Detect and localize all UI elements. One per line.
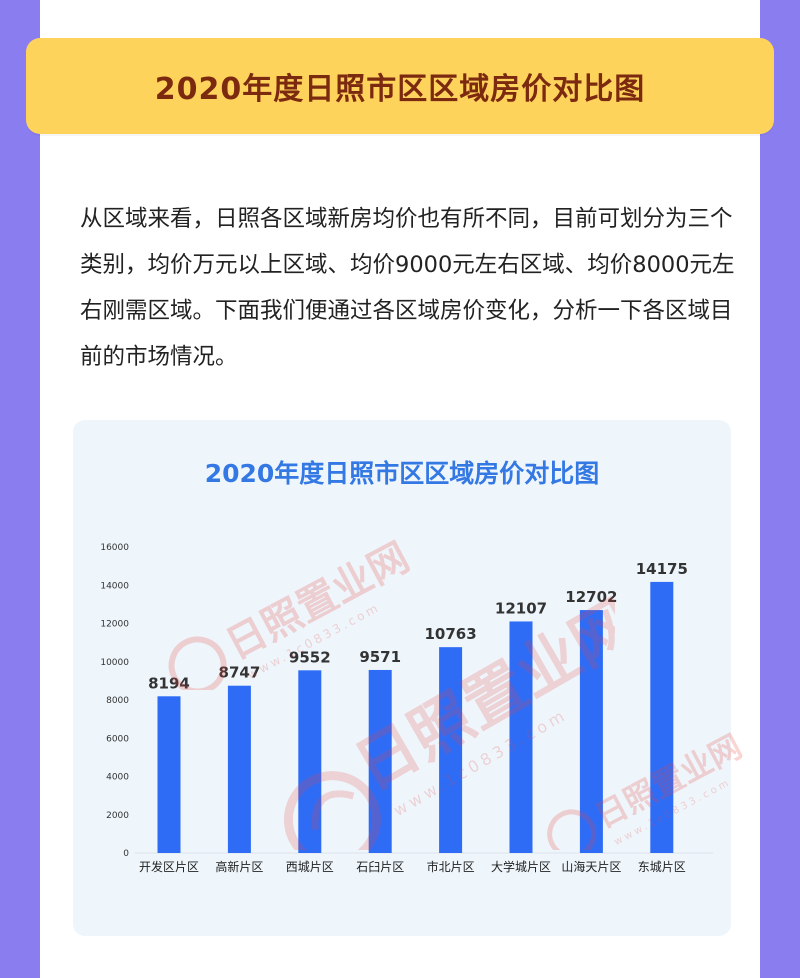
- data-label: 9571: [359, 648, 401, 666]
- y-tick-label: 6000: [106, 734, 129, 744]
- x-tick-label: 石臼片区: [356, 859, 404, 874]
- data-label: 9552: [289, 648, 331, 666]
- bar: [368, 669, 392, 853]
- data-label: 8194: [148, 674, 190, 692]
- data-label: 12107: [495, 599, 547, 617]
- bar: [298, 670, 322, 853]
- y-tick-label: 10000: [100, 658, 129, 668]
- x-tick-label: 高新片区: [215, 859, 263, 874]
- y-tick-label: 0: [123, 849, 129, 859]
- data-label: 14175: [636, 560, 688, 578]
- page-title: 2020年度日照市区区域房价对比图: [154, 72, 646, 107]
- bar-chart: 0 2000 4000 6000 8000 10000 12000 14000 16000 819…: [100, 543, 713, 874]
- bar: [227, 685, 251, 853]
- y-tick-label: 12000: [100, 620, 129, 630]
- bar: [439, 647, 463, 853]
- y-tick-label: 14000: [100, 581, 129, 591]
- y-tick-label: 4000: [106, 773, 129, 783]
- title-banner: 2020年度日照市区区域房价对比图: [26, 38, 774, 134]
- y-tick-label: 2000: [106, 811, 129, 821]
- x-tick-label: 市北片区: [427, 859, 475, 874]
- data-label: 10763: [425, 625, 477, 643]
- bar: [157, 696, 181, 853]
- x-tick-label: 东城片区: [638, 860, 686, 874]
- intro-paragraph: 从区域来看，日照各区域新房均价也有所不同，目前可划分为三个类别，均价万元以上区域…: [80, 206, 735, 370]
- x-tick-label: 开发区片区: [139, 859, 199, 874]
- bar: [650, 581, 674, 853]
- x-tick-label: 大学城片区: [491, 859, 551, 874]
- bar: [509, 621, 533, 853]
- chart-panel: 2020年度日照市区区域房价对比图 0 2000 4000 6000 8000 10000…: [73, 420, 731, 936]
- y-tick-label: 16000: [100, 543, 129, 553]
- y-tick-label: 8000: [106, 696, 129, 706]
- data-label: 8747: [219, 664, 261, 682]
- bar: [579, 610, 603, 853]
- chart-title: 2020年度日照市区区域房价对比图: [204, 459, 600, 488]
- x-tick-label: 西城片区: [286, 860, 334, 874]
- x-tick-label: 山海天片区: [561, 859, 621, 874]
- data-label: 12702: [565, 588, 617, 606]
